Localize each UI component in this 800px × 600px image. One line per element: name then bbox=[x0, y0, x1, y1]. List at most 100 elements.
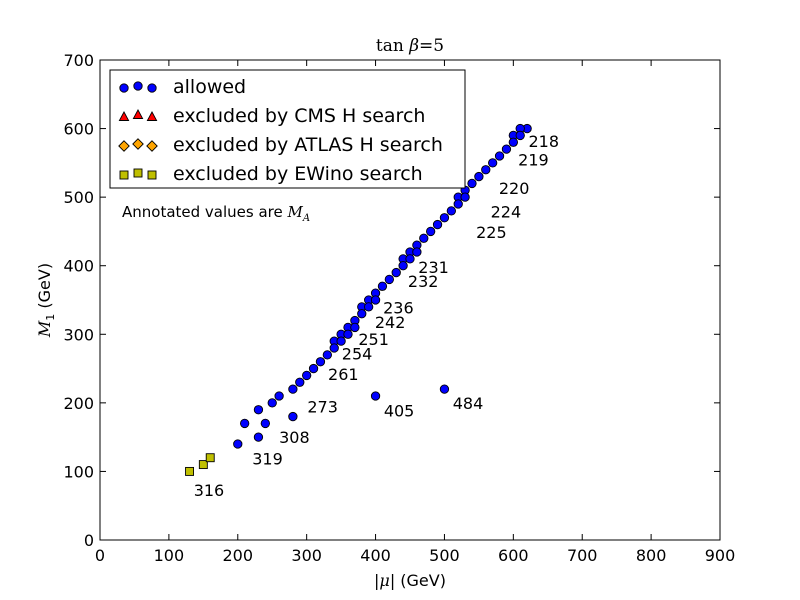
point-allowed bbox=[308, 363, 319, 374]
x-tick-label: 300 bbox=[291, 546, 322, 565]
point-annotation: 319 bbox=[252, 449, 283, 468]
legend-entries: allowed excluded by CMS H search excluded … bbox=[118, 76, 443, 185]
point-excluded-by-ewino-search bbox=[205, 453, 215, 463]
point-annotation: 220 bbox=[499, 179, 530, 198]
point-allowed bbox=[412, 247, 422, 257]
point-annotation: 273 bbox=[307, 397, 338, 416]
x-ticks: 0 100 200 300 400 500 600 700 800 900 bbox=[95, 60, 735, 565]
point-annotation: 224 bbox=[491, 203, 522, 222]
plot-area: 0 100 200 300 400 500 600 700 800 900 0 100 200 300 4… bbox=[63, 51, 735, 565]
point-allowed bbox=[391, 267, 401, 278]
y-tick-label: 100 bbox=[63, 462, 94, 481]
x-tick-label: 900 bbox=[705, 546, 736, 565]
point-excluded-by-ewino-search bbox=[198, 460, 208, 470]
point-allowed bbox=[474, 171, 484, 182]
point-allowed bbox=[439, 384, 450, 394]
point-allowed bbox=[350, 322, 360, 333]
point-allowed bbox=[508, 137, 518, 147]
legend-marker-allowed bbox=[119, 83, 129, 93]
point-allowed bbox=[501, 144, 512, 154]
y-tick-label: 700 bbox=[63, 51, 94, 70]
y-tick-label: 300 bbox=[63, 325, 94, 344]
x-tick-label: 500 bbox=[429, 546, 460, 565]
legend-label-allowed: allowed bbox=[173, 76, 246, 98]
point-annotation: 225 bbox=[476, 223, 507, 242]
legend-marker-excluded-by-atlas-h-search bbox=[132, 138, 144, 150]
point-allowed bbox=[329, 343, 339, 353]
point-allowed bbox=[336, 336, 346, 346]
legend-marker-excluded-by-cms-h-search bbox=[132, 109, 144, 119]
legend-marker-excluded-by-ewino-search bbox=[133, 168, 143, 178]
point-annotation: 261 bbox=[328, 365, 359, 384]
point-annotation: 219 bbox=[518, 150, 549, 169]
point-allowed bbox=[481, 165, 491, 175]
point-allowed bbox=[384, 274, 394, 285]
point-allowed bbox=[260, 418, 270, 429]
legend-marker-allowed bbox=[133, 81, 143, 91]
x-tick-label: 0 bbox=[95, 546, 105, 565]
legend: allowed excluded by CMS H search excluded … bbox=[109, 69, 466, 189]
y-tick-label: 600 bbox=[63, 120, 94, 139]
y-tick-label: 500 bbox=[63, 188, 94, 207]
point-allowed bbox=[453, 199, 463, 209]
legend-box bbox=[109, 69, 466, 189]
point-annotation: 405 bbox=[384, 401, 415, 420]
point-allowed bbox=[488, 158, 498, 168]
point-allowed bbox=[426, 226, 436, 237]
point-excluded-by-ewino-search bbox=[185, 466, 195, 476]
legend-marker-excluded-by-cms-h-search bbox=[118, 111, 130, 121]
point-allowed bbox=[439, 213, 450, 223]
axes-frame bbox=[99, 59, 721, 541]
x-tick-label: 800 bbox=[636, 546, 667, 565]
point-allowed bbox=[467, 178, 477, 189]
y-tick-label: 0 bbox=[84, 531, 94, 550]
x-tick-label: 200 bbox=[223, 546, 254, 565]
point-allowed bbox=[240, 418, 250, 429]
point-annotation: 236 bbox=[383, 299, 414, 318]
point-allowed bbox=[295, 377, 305, 387]
legend-marker-excluded-by-ewino-search bbox=[147, 170, 157, 180]
point-annotation: 316 bbox=[194, 481, 225, 500]
point-allowed bbox=[432, 219, 443, 230]
legend-label-excluded-by-atlas-h-search: excluded by ATLAS H search bbox=[173, 134, 443, 156]
y-tick-label: 200 bbox=[63, 394, 94, 413]
x-axis-label: |μ| (GeV) bbox=[374, 571, 446, 590]
point-annotation: 484 bbox=[453, 394, 484, 413]
point-annotation: 242 bbox=[375, 313, 406, 332]
legend-marker-excluded-by-ewino-search bbox=[119, 170, 129, 180]
point-allowed bbox=[274, 391, 284, 401]
point-annotation: 251 bbox=[358, 330, 389, 349]
x-tick-label: 600 bbox=[498, 546, 529, 565]
legend-label-excluded-by-cms-h-search: excluded by CMS H search bbox=[173, 105, 425, 127]
point-allowed bbox=[398, 261, 408, 271]
point-allowed bbox=[377, 281, 388, 291]
legend-marker-excluded-by-atlas-h-search bbox=[146, 140, 158, 152]
point-allowed bbox=[302, 370, 312, 381]
point-annotation: 231 bbox=[418, 258, 449, 277]
point-allowed bbox=[343, 329, 353, 339]
point-allowed bbox=[370, 295, 381, 305]
x-tick-label: 100 bbox=[154, 546, 185, 565]
legend-label-excluded-by-ewino-search: excluded by EWino search bbox=[173, 163, 423, 185]
point-allowed bbox=[364, 302, 374, 312]
point-allowed bbox=[446, 206, 456, 216]
point-allowed bbox=[357, 309, 367, 319]
chart-title: tan β=5 bbox=[376, 36, 444, 56]
point-allowed bbox=[370, 391, 381, 401]
point-allowed bbox=[233, 439, 243, 449]
point-annotation: 254 bbox=[342, 344, 373, 363]
point-allowed bbox=[253, 432, 264, 442]
point-allowed bbox=[494, 151, 505, 161]
legend-marker-allowed bbox=[147, 83, 157, 93]
x-tick-label: 700 bbox=[567, 546, 598, 565]
point-allowed bbox=[322, 350, 332, 360]
point-annotation: 308 bbox=[279, 428, 310, 447]
markers bbox=[185, 123, 532, 476]
point-allowed bbox=[405, 254, 415, 264]
legend-marker-excluded-by-atlas-h-search bbox=[118, 140, 130, 152]
point-annotation: 218 bbox=[528, 132, 559, 151]
legend-marker-excluded-by-cms-h-search bbox=[146, 111, 158, 121]
point-allowed bbox=[315, 357, 326, 367]
